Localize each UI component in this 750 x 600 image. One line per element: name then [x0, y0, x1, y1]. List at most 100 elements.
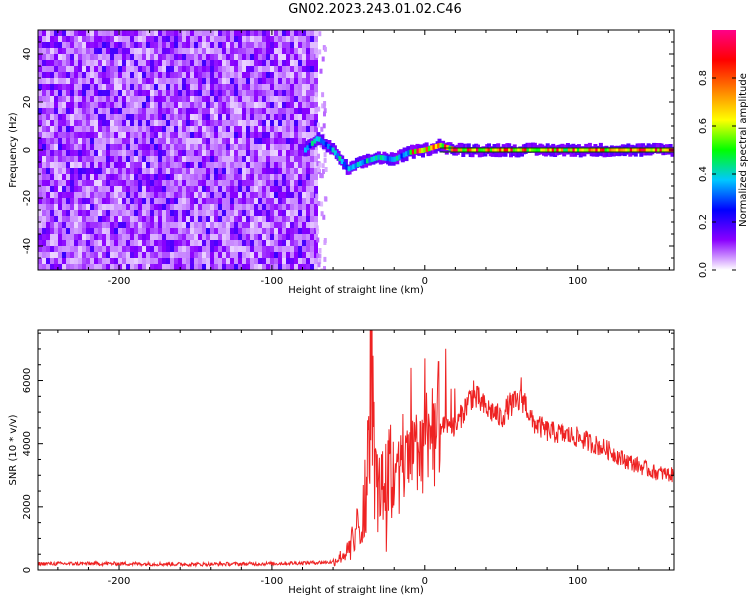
- spectrogram-cell: [551, 147, 555, 153]
- spectrogram-cell: [258, 216, 262, 222]
- spectrogram-cell: [66, 96, 70, 102]
- spectrogram-cell: [194, 54, 198, 60]
- spectrogram-cell: [302, 222, 306, 228]
- spectrogram-cell: [262, 246, 266, 252]
- spectrogram-cell: [54, 90, 58, 96]
- spectrogram-cell: [377, 154, 381, 160]
- spectrogram-cell: [226, 162, 230, 168]
- spectrogram-cell: [98, 108, 102, 114]
- spectrogram-cell: [304, 147, 307, 153]
- spectrogram-cell: [298, 144, 302, 150]
- spectrogram-cell: [282, 198, 286, 204]
- spectrogram-cell: [274, 204, 278, 210]
- spectrogram-cell: [38, 30, 42, 36]
- spectrogram-cell: [142, 180, 146, 186]
- spectrogram-cell: [310, 192, 314, 198]
- spectrogram-cell: [210, 180, 214, 186]
- spectrogram-cell: [98, 162, 102, 168]
- spectrogram-cell: [282, 150, 286, 156]
- spectrogram-cell: [320, 138, 324, 144]
- spectrogram-cell: [318, 31, 322, 37]
- spectrogram-cell: [74, 198, 78, 204]
- spectrogram-cell: [262, 186, 266, 192]
- spectrogram-cell: [270, 228, 274, 234]
- spectrogram-cell: [90, 258, 94, 264]
- spectrogram-cell: [142, 258, 146, 264]
- spectrogram-cell: [198, 126, 202, 132]
- spectrogram-cell: [182, 156, 186, 162]
- spectrogram-cell: [218, 102, 222, 108]
- spectrogram-cell: [158, 150, 162, 156]
- spectrogram-cell: [58, 108, 62, 114]
- spectrogram-cell: [170, 258, 174, 264]
- spectrogram-cell: [321, 103, 325, 109]
- spectrogram-cell: [226, 114, 230, 120]
- spectrogram-cell: [106, 258, 110, 264]
- spectrogram-cell: [278, 108, 282, 114]
- spectrogram-cell: [258, 126, 262, 132]
- spectrogram-cell: [222, 198, 226, 204]
- spectrogram-cell: [50, 90, 54, 96]
- spectrogram-cell: [629, 147, 633, 153]
- spectrogram-cell: [246, 60, 250, 66]
- spectrogram-cell: [126, 210, 130, 216]
- spectrogram-cell: [234, 240, 238, 246]
- spectrogram-cell: [298, 132, 302, 138]
- spectrogram-cell: [190, 108, 194, 114]
- spectrogram-cell: [254, 204, 258, 210]
- spectrogram-cell: [110, 234, 114, 240]
- spectrogram-cell: [146, 240, 150, 246]
- spectrogram-cell: [250, 84, 254, 90]
- spectrogram-cell: [170, 180, 174, 186]
- spectrogram-cell: [154, 216, 158, 222]
- spectrogram-cell: [226, 138, 230, 144]
- spectrogram-cell: [134, 156, 138, 162]
- spectrogram-cell: [258, 252, 262, 258]
- spectrogram-cell: [439, 142, 443, 148]
- spectrogram-cell: [202, 198, 206, 204]
- spectrogram-cell: [54, 204, 58, 210]
- spectrogram-cell: [142, 36, 146, 42]
- spectrogram-cell: [174, 240, 178, 246]
- spectrogram-cell: [114, 234, 118, 240]
- spectrogram-cell: [138, 234, 142, 240]
- spectrogram-cell: [174, 132, 178, 138]
- spectrogram-cell: [306, 145, 310, 151]
- spectrogram-cell: [66, 78, 70, 84]
- spectrogram-cell: [274, 222, 278, 228]
- spectrogram-cell: [250, 78, 254, 84]
- spectrogram-cell: [226, 240, 230, 246]
- spectrogram-cell: [453, 147, 457, 153]
- spectrogram-cell: [126, 234, 130, 240]
- spectrogram-cell: [78, 42, 82, 48]
- spectrogram-cell: [266, 60, 270, 66]
- spectrogram-cell: [98, 216, 102, 222]
- spectrogram-cell: [178, 150, 182, 156]
- spectrogram-cell: [86, 198, 90, 204]
- spectrogram-cell: [190, 126, 194, 132]
- spectrogram-cell: [198, 42, 202, 48]
- spectrogram-cell: [242, 30, 246, 36]
- spectrogram-cell: [54, 72, 58, 78]
- spectrogram-cell: [206, 252, 210, 258]
- spectrogram-cell: [42, 204, 46, 210]
- spectrogram-cell: [310, 36, 314, 42]
- spectrogram-cell: [218, 96, 222, 102]
- spectrogram-cell: [294, 168, 298, 174]
- spectrogram-cell: [78, 150, 82, 156]
- spectrogram-cell: [254, 126, 258, 132]
- spectrogram-cell: [98, 78, 102, 84]
- spectrogram-cell: [186, 42, 190, 48]
- spectrogram-cell: [210, 102, 214, 108]
- spectrogram-cell: [294, 84, 298, 90]
- spectrogram-cell: [294, 30, 298, 36]
- spectrogram-cell: [659, 147, 663, 153]
- spectrogram-cell: [146, 48, 150, 54]
- spectrogram-cell: [214, 42, 218, 48]
- spectrogram-cell: [46, 72, 50, 78]
- spectrogram-cell: [226, 204, 230, 210]
- spectrogram-cell: [114, 84, 118, 90]
- spectrogram-cell: [294, 90, 298, 96]
- spectrogram-cell: [42, 144, 46, 150]
- spectrogram-cell: [286, 138, 290, 144]
